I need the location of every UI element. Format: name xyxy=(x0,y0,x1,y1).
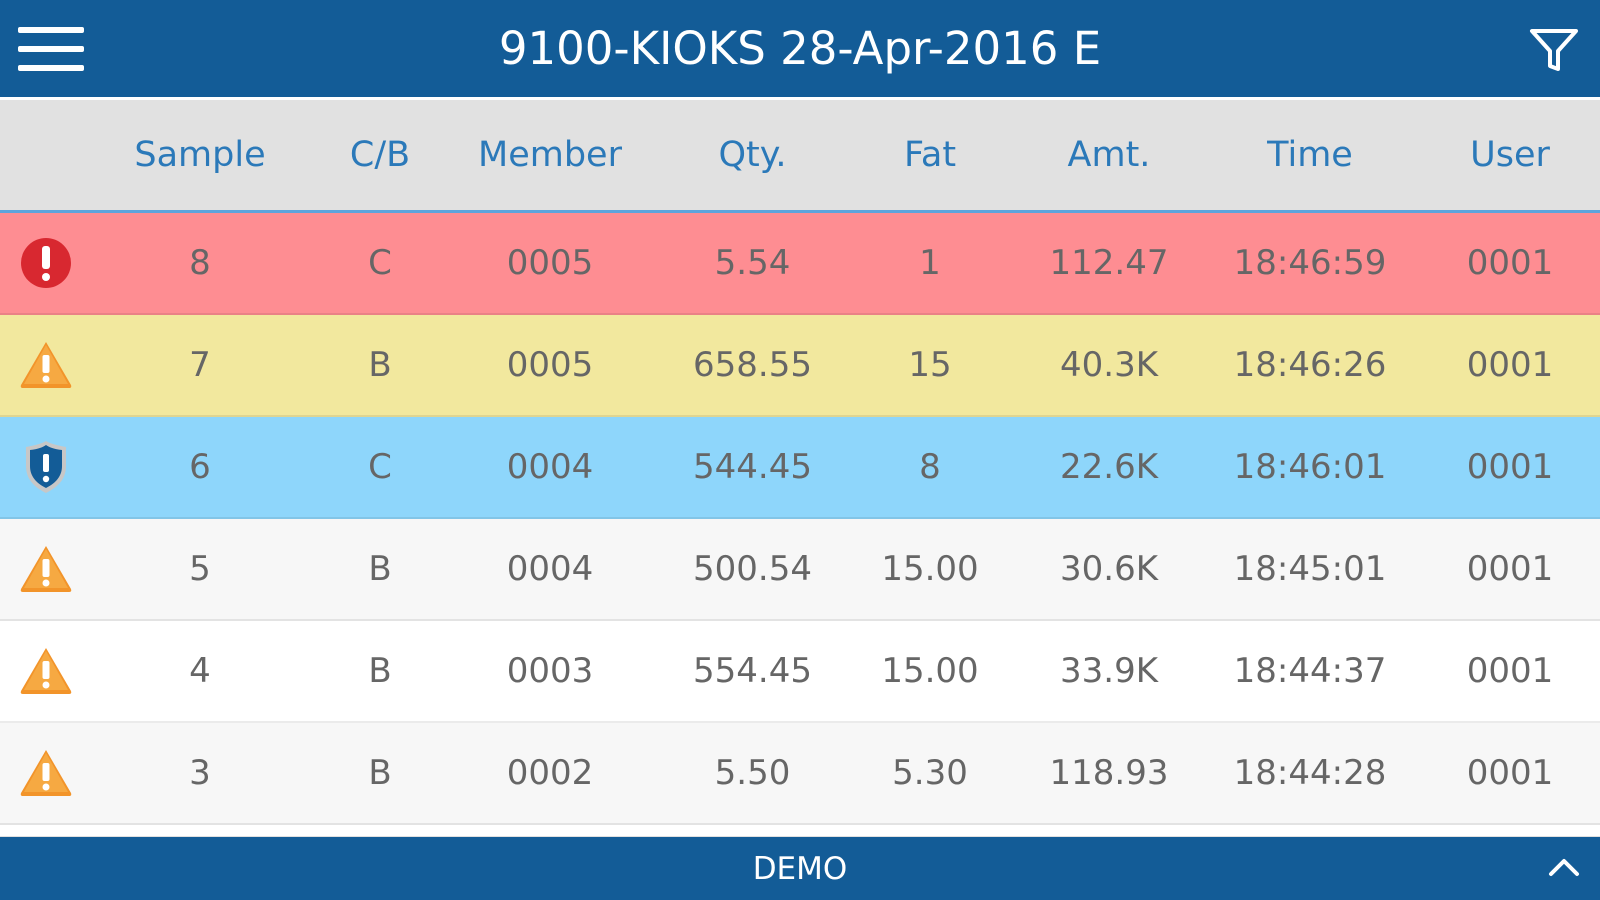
shield-icon xyxy=(26,441,66,493)
table-row[interactable]: 3 B 0002 5.50 5.30 118.93 18:44:28 0001 xyxy=(0,723,1600,825)
qty-cell: 5.54 xyxy=(714,243,791,283)
sample-cell: 3 xyxy=(189,753,211,793)
table-row[interactable]: 5 B 0004 500.54 15.00 30.6K 18:45:01 000… xyxy=(0,519,1600,621)
status-cell xyxy=(0,417,92,517)
fat-cell: 1 xyxy=(919,243,941,283)
member-cell: 0004 xyxy=(506,549,594,589)
column-header-cb[interactable]: C/B xyxy=(349,135,411,175)
time-cell: 18:46:59 xyxy=(1233,243,1387,283)
user-cell: 0001 xyxy=(1466,549,1554,589)
status-cell xyxy=(0,213,92,313)
cb-cell: B xyxy=(368,549,392,589)
table-row[interactable]: 7 B 0005 658.55 15 40.3K 18:46:26 0001 xyxy=(0,315,1600,417)
column-header-amt[interactable]: Amt. xyxy=(1067,135,1151,175)
fat-cell: 15.00 xyxy=(881,549,979,589)
member-cell: 0005 xyxy=(506,243,594,283)
warning-icon xyxy=(20,750,72,796)
filter-button[interactable] xyxy=(1528,24,1580,76)
status-icon-wrapper xyxy=(18,745,74,801)
column-header-member[interactable]: Member xyxy=(478,135,622,175)
fat-cell: 15.00 xyxy=(881,651,979,691)
user-cell: 0001 xyxy=(1466,243,1554,283)
status-cell xyxy=(0,519,92,619)
warning-icon xyxy=(20,648,72,694)
qty-cell: 554.45 xyxy=(693,651,812,691)
column-header-sample[interactable]: Sample xyxy=(134,135,266,175)
status-icon-wrapper xyxy=(18,439,74,495)
qty-cell: 500.54 xyxy=(693,549,812,589)
chevron-up-icon xyxy=(1549,859,1579,876)
sample-cell: 7 xyxy=(189,345,211,385)
time-cell: 18:44:28 xyxy=(1233,753,1387,793)
collapse-button[interactable] xyxy=(1546,853,1582,881)
time-cell: 18:45:01 xyxy=(1233,549,1387,589)
time-cell: 18:46:26 xyxy=(1233,345,1387,385)
table-row[interactable]: 8 C 0005 5.54 1 112.47 18:46:59 0001 xyxy=(0,213,1600,315)
menu-icon xyxy=(18,46,84,52)
table-header: Sample C/B Member Qty. Fat Amt. Time Use… xyxy=(0,100,1600,213)
cb-cell: B xyxy=(368,753,392,793)
member-cell: 0004 xyxy=(506,447,594,487)
status-column-header xyxy=(0,100,92,210)
column-header-user[interactable]: User xyxy=(1470,135,1550,175)
status-icon-wrapper xyxy=(18,337,74,393)
table-row[interactable]: 6 C 0004 544.45 8 22.6K 18:46:01 0001 xyxy=(0,417,1600,519)
qty-cell: 5.50 xyxy=(714,753,791,793)
menu-icon xyxy=(18,65,84,71)
cb-cell: C xyxy=(368,447,392,487)
amount-cell: 33.9K xyxy=(1060,651,1158,691)
sample-cell: 6 xyxy=(189,447,211,487)
column-header-fat[interactable]: Fat xyxy=(903,135,957,175)
table-row[interactable]: 4 B 0003 554.45 15.00 33.9K 18:44:37 000… xyxy=(0,621,1600,723)
warning-icon xyxy=(20,342,72,388)
time-cell: 18:46:01 xyxy=(1233,447,1387,487)
status-icon-wrapper xyxy=(18,643,74,699)
fat-cell: 8 xyxy=(919,447,941,487)
filter-icon xyxy=(1530,29,1578,71)
status-icon-wrapper xyxy=(18,541,74,597)
cb-cell: C xyxy=(368,243,392,283)
cb-cell: B xyxy=(368,651,392,691)
amount-cell: 30.6K xyxy=(1060,549,1158,589)
fat-cell: 15 xyxy=(908,345,952,385)
sample-cell: 8 xyxy=(189,243,211,283)
time-cell: 18:44:37 xyxy=(1233,651,1387,691)
column-header-qty[interactable]: Qty. xyxy=(718,135,787,175)
user-cell: 0001 xyxy=(1466,447,1554,487)
fat-cell: 5.30 xyxy=(892,753,968,793)
member-cell: 0002 xyxy=(506,753,594,793)
sample-cell: 5 xyxy=(189,549,211,589)
warning-icon xyxy=(20,546,72,592)
menu-icon xyxy=(18,27,84,33)
error-icon xyxy=(21,238,71,288)
sample-cell: 4 xyxy=(189,651,211,691)
demo-status-label: DEMO xyxy=(752,850,848,887)
bottom-status-bar: DEMO xyxy=(0,837,1600,900)
column-header-time[interactable]: Time xyxy=(1267,135,1353,175)
user-cell: 0001 xyxy=(1466,651,1554,691)
amount-cell: 118.93 xyxy=(1049,753,1169,793)
member-cell: 0005 xyxy=(506,345,594,385)
amount-cell: 40.3K xyxy=(1060,345,1158,385)
member-cell: 0003 xyxy=(506,651,594,691)
qty-cell: 658.55 xyxy=(693,345,812,385)
divider xyxy=(0,836,1600,837)
amount-cell: 22.6K xyxy=(1060,447,1158,487)
top-app-bar: 9100-KIOKS 28-Apr-2016 E xyxy=(0,0,1600,97)
data-table: Sample C/B Member Qty. Fat Amt. Time Use… xyxy=(0,97,1600,837)
status-cell xyxy=(0,621,92,721)
user-cell: 0001 xyxy=(1466,345,1554,385)
menu-button[interactable] xyxy=(18,24,84,74)
page-title: 9100-KIOKS 28-Apr-2016 E xyxy=(498,22,1102,75)
cb-cell: B xyxy=(368,345,392,385)
amount-cell: 112.47 xyxy=(1049,243,1169,283)
status-cell xyxy=(0,723,92,823)
qty-cell: 544.45 xyxy=(693,447,812,487)
status-cell xyxy=(0,315,92,415)
status-icon-wrapper xyxy=(18,235,74,291)
user-cell: 0001 xyxy=(1466,753,1554,793)
